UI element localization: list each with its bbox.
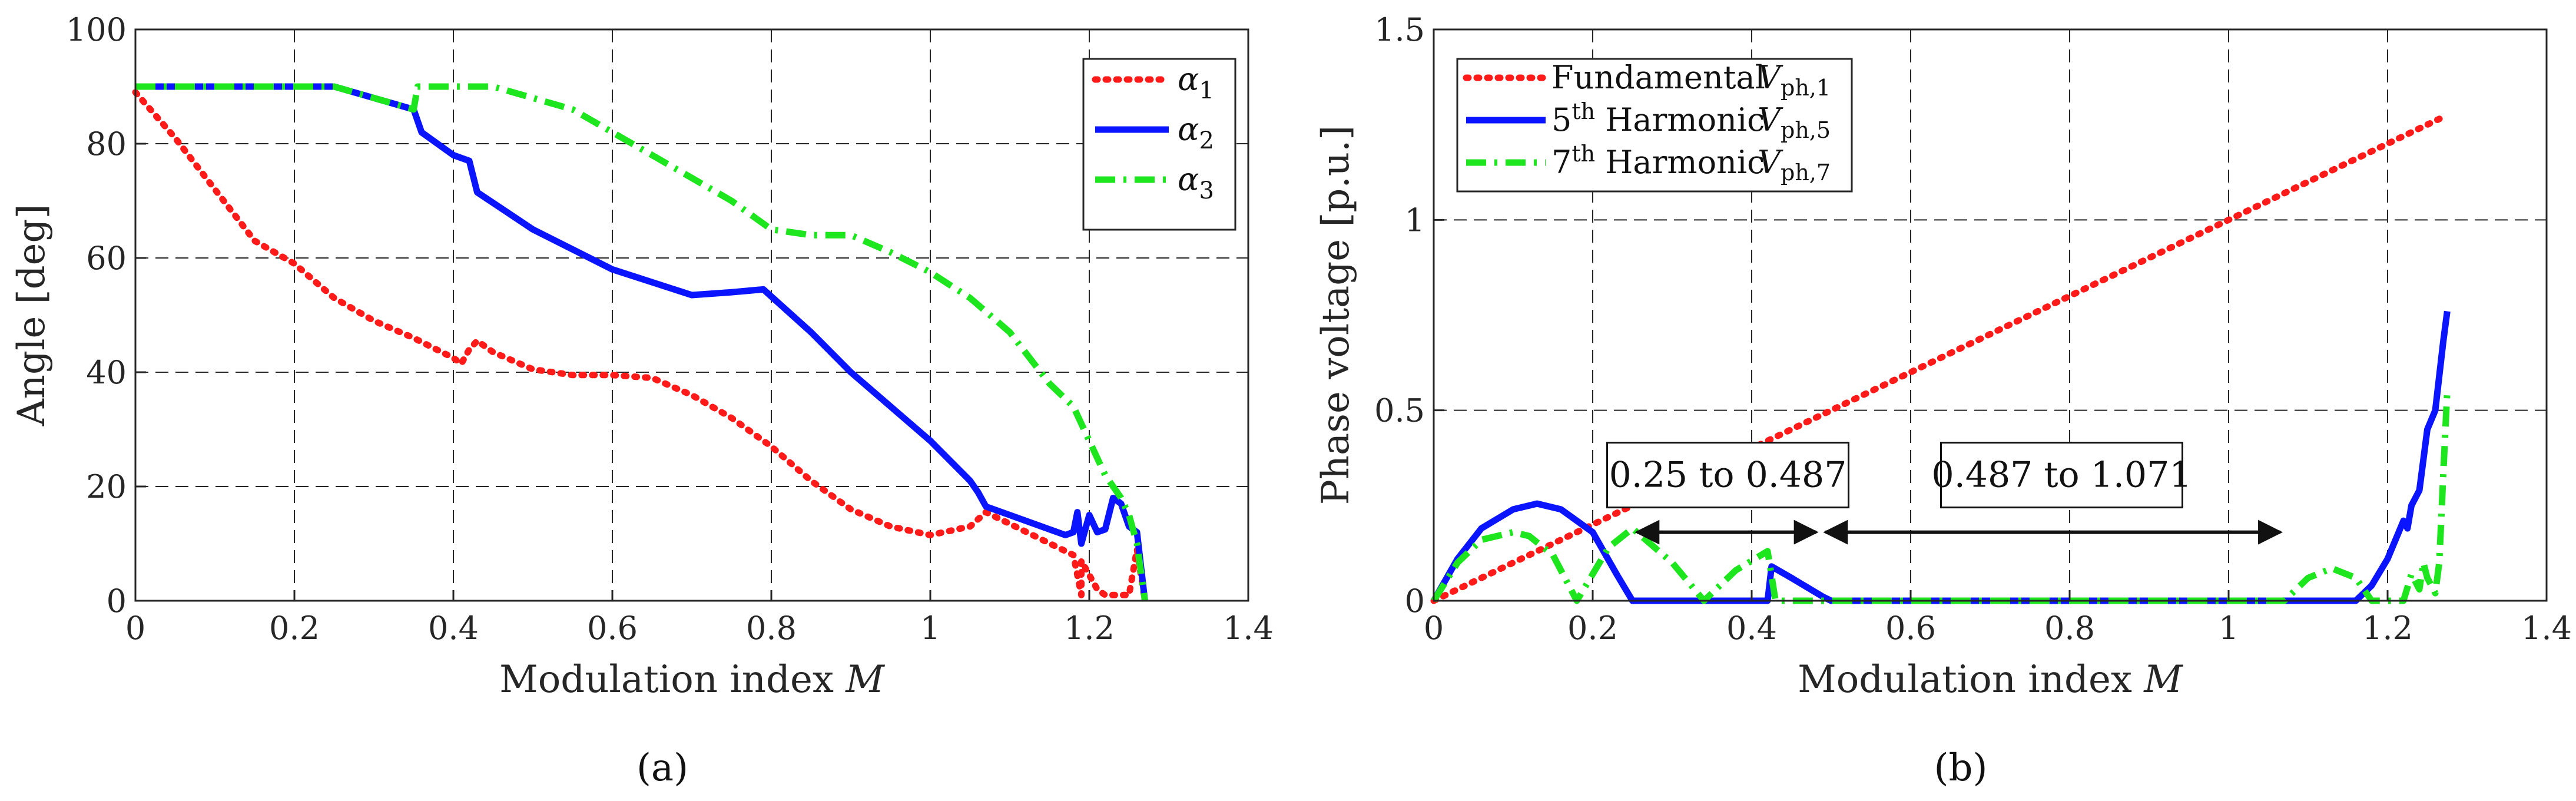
legend-label-1: FundamentalVph,1 xyxy=(1551,59,1831,101)
x-tick-label: 1 xyxy=(2219,610,2239,647)
y-tick-label: 0.5 xyxy=(1374,392,1425,429)
y-tick-label: 0 xyxy=(1405,582,1425,620)
x-ticks: 0 0.2 0.4 0.6 0.8 1 1.2 1.4 xyxy=(125,590,1274,647)
legend-label-3: α3 xyxy=(1178,161,1214,204)
x-ticks: 0 0.2 0.4 0.6 0.8 1 1.2 1.4 xyxy=(1424,590,2572,647)
x-tick-label: 1.2 xyxy=(2362,610,2413,647)
x-tick-label: 1.4 xyxy=(2521,610,2572,647)
y-ticks: 0 0.5 1 1.5 xyxy=(1374,11,1444,620)
series-line-2 xyxy=(135,83,1148,601)
panel-a: 0 0.2 0.4 0.6 0.8 1 1.2 1.4 0 20 40 60 80 100 Modula… xyxy=(10,11,1274,790)
y-tick-label: 60 xyxy=(86,240,127,277)
series-line-1 xyxy=(132,89,1148,604)
series-line-2 xyxy=(1431,310,2451,604)
x-tick-label: 0.4 xyxy=(1726,610,1777,647)
y-axis-label: Phase voltage [p.u.] xyxy=(1314,125,1358,505)
series-group xyxy=(132,83,1148,604)
y-axis-label: Angle [deg] xyxy=(10,204,54,427)
axes-box xyxy=(134,28,1249,602)
x-axis-label: Modulation index M xyxy=(1798,658,2183,701)
x-tick-label: 0.2 xyxy=(269,610,320,647)
axes-box xyxy=(1433,28,2548,602)
x-tick-label: 1.4 xyxy=(1223,610,1274,647)
y-tick-label: 1 xyxy=(1405,201,1425,239)
x-tick-label: 0 xyxy=(125,610,145,647)
y-tick-label: 20 xyxy=(86,468,127,505)
y-tick-label: 1.5 xyxy=(1374,11,1425,48)
legend: α1 α2 α3 xyxy=(1082,58,1236,231)
x-axis-label: Modulation index M xyxy=(499,658,885,701)
legend-label-2: α2 xyxy=(1178,111,1214,154)
annotation-box-1 xyxy=(1606,442,1849,509)
y-ticks: 0 20 40 60 80 100 xyxy=(66,11,146,620)
series-line-1 xyxy=(1430,114,2446,604)
legend-box xyxy=(1082,58,1236,231)
series-group xyxy=(1430,114,2451,604)
x-tick-label: 0.2 xyxy=(1567,610,1618,647)
panel-b: 0 0.2 0.4 0.6 0.8 1 1.2 1.4 0 0.5 1 1.5 Modulation… xyxy=(1314,11,2572,790)
series-line-3 xyxy=(135,83,1148,601)
legend-box xyxy=(1456,58,1853,193)
y-tick-label: 100 xyxy=(66,11,127,48)
legend-label-3: 7th HarmonicVph,7 xyxy=(1551,141,1831,186)
x-tick-label: 1 xyxy=(920,610,940,647)
grid xyxy=(1434,29,2547,601)
annotation-box-2 xyxy=(1940,442,2183,509)
y-tick-label: 40 xyxy=(86,354,127,391)
panel-label: (b) xyxy=(1934,746,1988,790)
x-tick-label: 1.2 xyxy=(1064,610,1115,647)
y-tick-label: 80 xyxy=(86,125,127,163)
x-tick-label: 0.8 xyxy=(746,610,797,647)
legend-entries: α1 α2 α3 xyxy=(1092,61,1214,204)
legend-label-1: α1 xyxy=(1178,61,1214,104)
annotation-text-1: 0.25 to 0.487 xyxy=(1609,455,1847,496)
panel-label: (a) xyxy=(636,746,688,790)
legend-label-2: 5th HarmonicVph,5 xyxy=(1551,98,1831,143)
y-tick-label: 0 xyxy=(107,582,127,620)
x-tick-label: 0.4 xyxy=(428,610,479,647)
annotation-text-2: 0.487 to 1.071 xyxy=(1932,455,2192,496)
x-tick-label: 0 xyxy=(1424,610,1444,647)
x-tick-label: 0.8 xyxy=(2044,610,2095,647)
x-tick-label: 0.6 xyxy=(1885,610,1936,647)
series-line-3 xyxy=(1431,391,2451,604)
x-tick-label: 0.6 xyxy=(587,610,638,647)
annotations: 0.25 to 0.487 0.487 to 1.071 xyxy=(1606,442,2283,545)
grid xyxy=(135,29,1248,601)
